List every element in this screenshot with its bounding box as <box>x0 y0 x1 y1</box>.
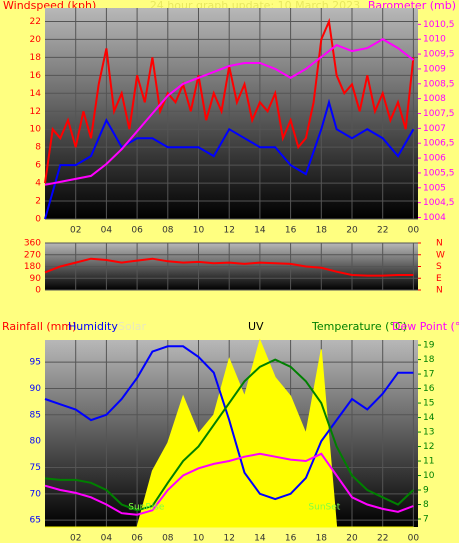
solar-label: Solar <box>118 320 147 333</box>
y2-tick-label: 7 <box>423 515 429 525</box>
x-tick-label: 02 <box>70 534 81 543</box>
y2-tick-label: 16 <box>423 384 435 394</box>
y-tick-label: 80 <box>30 437 42 447</box>
y2-tick-label: 1005 <box>423 183 446 193</box>
x-tick-label: 16 <box>285 534 297 543</box>
y-tick-label: 22 <box>30 17 41 27</box>
y2-tick-label: 1009,5 <box>423 50 455 60</box>
y2-tick-label: 1005,5 <box>423 168 455 178</box>
y2-tick-label: S <box>436 262 442 272</box>
x-tick-label: 08 <box>162 226 174 236</box>
rain-label: Rainfall (mm) <box>2 320 76 333</box>
y-tick-label: 75 <box>30 463 41 473</box>
x-tick-label: 22 <box>377 534 388 543</box>
y-tick-label: 90 <box>30 384 42 394</box>
y2-tick-label: 14 <box>423 413 435 423</box>
y2-tick-label: 1008 <box>423 94 446 104</box>
x-tick-label: 10 <box>193 534 205 543</box>
y-tick-label: 180 <box>24 262 41 272</box>
x-tick-label: 00 <box>408 226 420 236</box>
y-tick-label: 6 <box>35 161 41 171</box>
y-tick-label: 0 <box>35 215 41 225</box>
y2-tick-label: 1004,5 <box>423 198 455 208</box>
humidity-label: Humidity <box>68 320 118 333</box>
series-line <box>44 452 414 516</box>
y2-tick-label: 17 <box>423 370 434 380</box>
y2-tick-label: W <box>436 250 445 260</box>
dewpoint-label: Dew Point (°C <box>392 320 459 333</box>
y2-tick-label: 19 <box>423 341 435 351</box>
y2-tick-label: 15 <box>423 399 434 409</box>
y2-tick-label: 13 <box>423 428 434 438</box>
y-tick-label: 14 <box>30 89 42 99</box>
x-tick-label: 22 <box>377 226 388 236</box>
x-tick-label: 14 <box>254 226 266 236</box>
plot-area <box>45 8 418 219</box>
y-tick-label: 95 <box>30 358 41 368</box>
y2-tick-label: 10 <box>423 471 435 481</box>
y-tick-label: 18 <box>30 53 42 63</box>
x-tick-label: 12 <box>223 226 234 236</box>
y2-tick-label: 1004 <box>423 213 446 223</box>
annotation: SunRise <box>128 503 165 513</box>
x-tick-label: 06 <box>131 226 143 236</box>
x-tick-label: 02 <box>70 226 81 236</box>
y2-tick-label: 1006 <box>423 154 446 164</box>
x-tick-label: 10 <box>193 226 205 236</box>
series-line <box>44 98 415 220</box>
annotation: SunSet <box>308 503 340 513</box>
y-tick-label: 85 <box>30 410 41 420</box>
y-tick-label: 2 <box>35 197 41 207</box>
y2-tick-label: 1007 <box>423 124 446 134</box>
x-tick-label: 04 <box>101 226 113 236</box>
y-tick-label: 12 <box>30 107 41 117</box>
y-tick-label: 20 <box>30 35 42 45</box>
x-tick-label: 06 <box>131 534 143 543</box>
y2-tick-label: N <box>436 239 443 249</box>
y-tick-label: 270 <box>24 250 41 260</box>
y2-tick-label: 1010 <box>423 35 446 45</box>
y-tick-label: 4 <box>35 179 41 189</box>
y-tick-label: 16 <box>30 71 42 81</box>
y-tick-label: 8 <box>35 143 41 153</box>
series-line <box>44 345 414 501</box>
x-tick-label: 12 <box>223 534 234 543</box>
y2-tick-label: 9 <box>423 486 429 496</box>
y-tick-label: 360 <box>24 239 41 249</box>
y-tick-label: 65 <box>30 516 41 526</box>
x-tick-label: 00 <box>408 534 420 543</box>
y-tick-label: 0 <box>35 286 41 296</box>
y2-tick-label: E <box>436 274 442 284</box>
y-tick-label: 90 <box>30 274 42 284</box>
x-tick-label: 20 <box>346 226 358 236</box>
y2-tick-label: 18 <box>423 355 435 365</box>
x-tick-label: 08 <box>162 534 174 543</box>
y-tick-label: 70 <box>30 489 42 499</box>
y2-tick-label: 8 <box>423 500 429 510</box>
y2-tick-label: 12 <box>423 442 434 452</box>
y2-tick-label: 11 <box>423 457 434 467</box>
x-tick-label: 16 <box>285 226 297 236</box>
y2-tick-label: 1006,5 <box>423 139 455 149</box>
x-tick-label: 20 <box>346 534 358 543</box>
x-tick-label: 18 <box>316 226 328 236</box>
x-tick-label: 04 <box>101 534 113 543</box>
y2-tick-label: N <box>436 286 443 296</box>
x-tick-label: 14 <box>254 534 266 543</box>
y2-tick-label: 1009 <box>423 64 446 74</box>
solar-area <box>45 338 414 528</box>
series-line <box>44 38 415 186</box>
x-tick-label: 18 <box>316 534 328 543</box>
y-tick-label: 10 <box>30 125 42 135</box>
y2-tick-label: 1008,5 <box>423 79 455 89</box>
y2-tick-label: 1010,5 <box>423 20 455 30</box>
series-line <box>44 358 415 512</box>
series-line <box>44 257 414 277</box>
temperature-label: Temperature (°C) <box>311 320 407 333</box>
uv-label: UV <box>248 320 264 333</box>
y2-tick-label: 1007,5 <box>423 109 455 119</box>
